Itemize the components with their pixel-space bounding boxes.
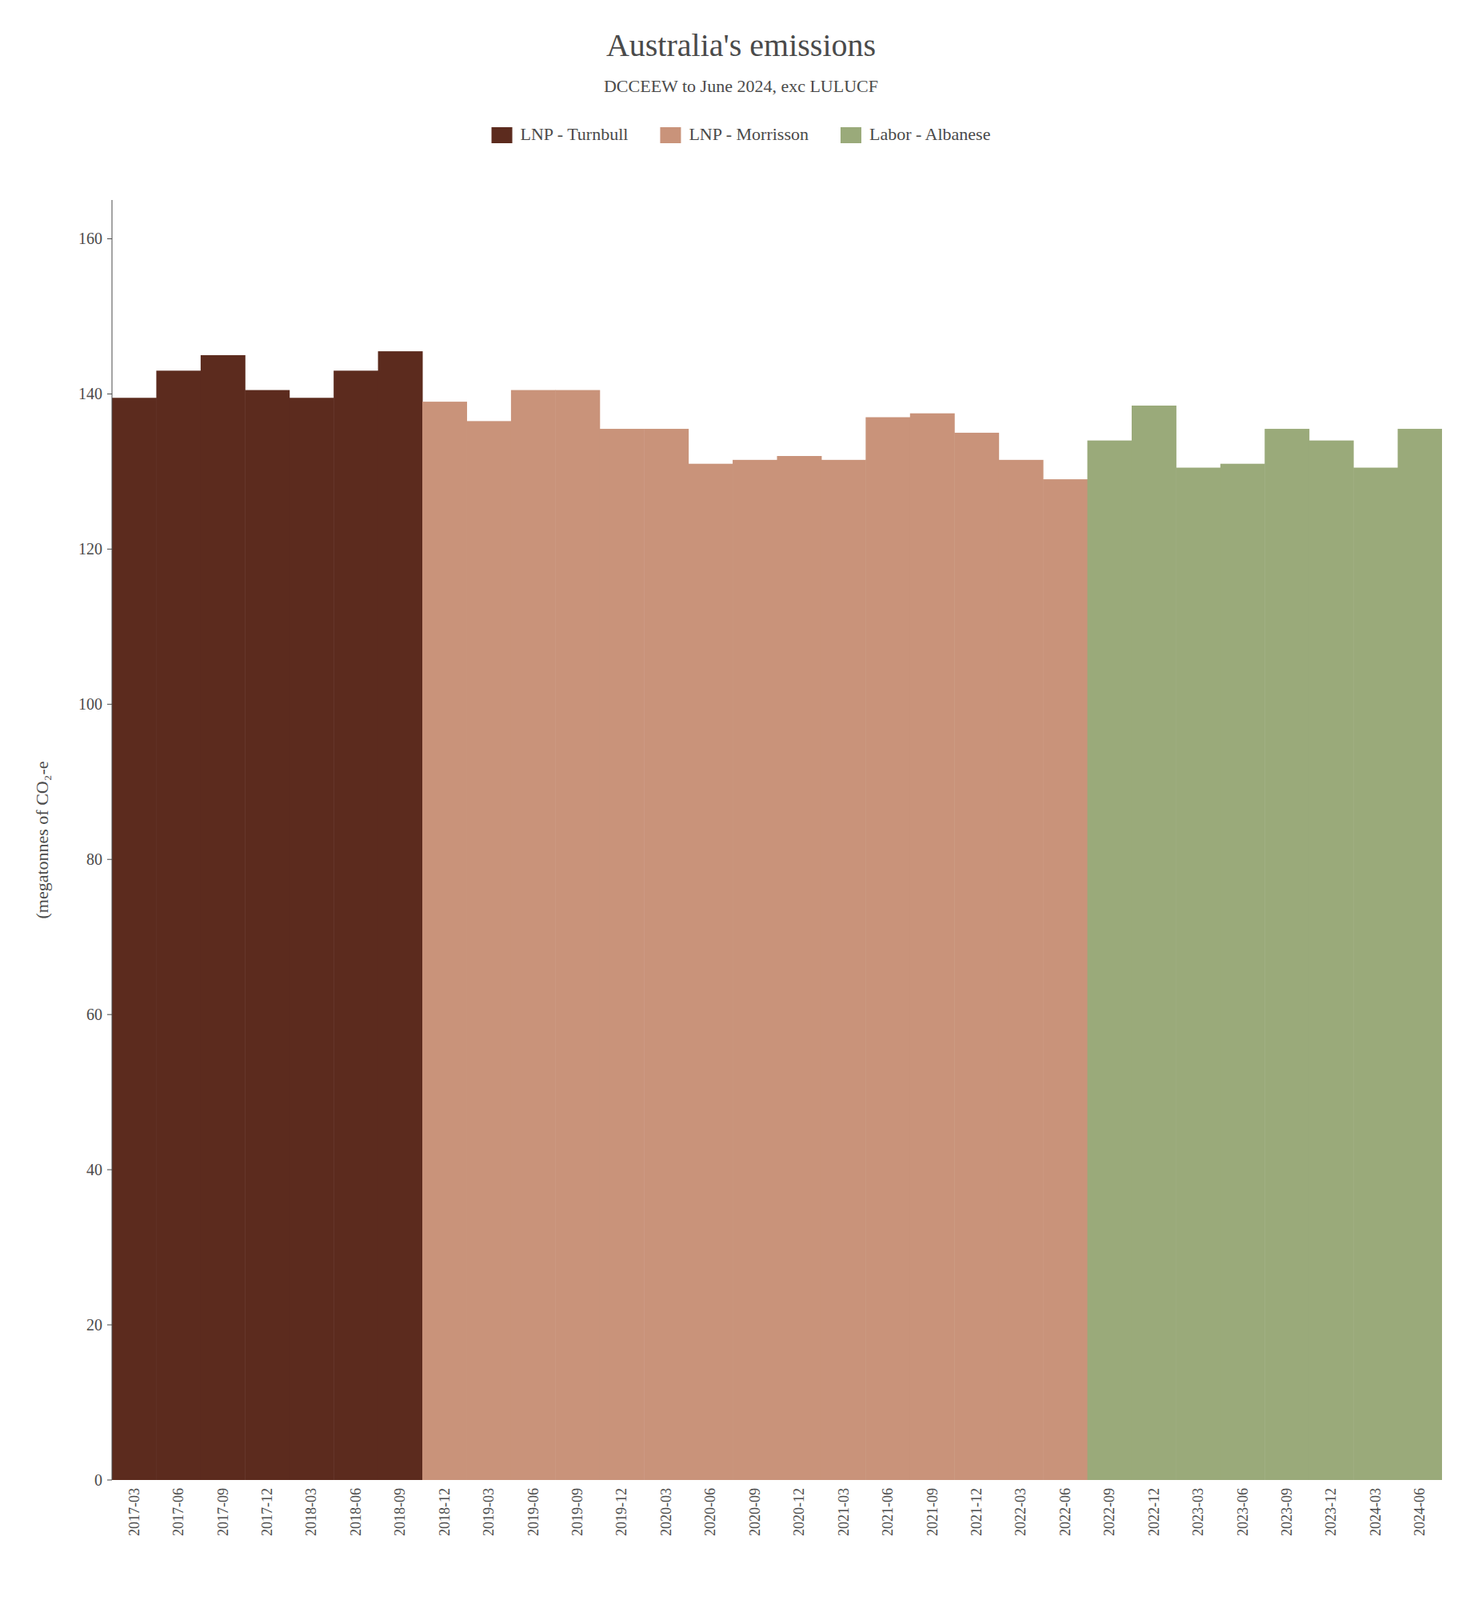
x-tick-label: 2017-12 — [259, 1487, 276, 1536]
x-tick-label: 2019-06 — [525, 1487, 542, 1536]
y-tick — [107, 1169, 112, 1171]
bar — [954, 432, 999, 1480]
x-tick-label: 2023-09 — [1278, 1487, 1295, 1536]
x-tick-label: 2021-09 — [924, 1487, 941, 1536]
bar — [821, 459, 867, 1480]
legend-label: Labor - Albanese — [869, 123, 991, 144]
bar — [333, 370, 379, 1480]
y-axis-label: (megatonnes of CO₂-e — [31, 760, 52, 919]
x-tick-label: 2022-09 — [1101, 1487, 1118, 1536]
bar — [1309, 440, 1355, 1480]
chart: Australia's emissions DCCEEW to June 2024… — [0, 0, 1482, 1600]
bar — [732, 459, 778, 1480]
bar — [200, 355, 246, 1480]
y-tick — [107, 1479, 112, 1481]
bar — [555, 390, 600, 1480]
legend-swatch — [491, 127, 513, 144]
y-tick-label: 160 — [78, 229, 103, 248]
bar — [466, 420, 512, 1480]
x-tick-label: 2021-06 — [879, 1487, 896, 1536]
x-tick-label: 2020-06 — [702, 1487, 719, 1536]
y-tick — [107, 703, 112, 705]
x-tick-label: 2022-03 — [1012, 1487, 1029, 1536]
x-tick-label: 2018-06 — [347, 1487, 364, 1536]
bar — [998, 459, 1044, 1480]
legend-swatch — [840, 127, 862, 144]
y-tick — [107, 548, 112, 550]
y-tick-label: 0 — [94, 1470, 103, 1489]
x-tick-label: 2017-06 — [170, 1487, 187, 1536]
x-tick-label: 2023-12 — [1322, 1487, 1339, 1536]
bar — [688, 463, 734, 1480]
x-tick-label: 2017-09 — [215, 1487, 232, 1536]
x-tick-label: 2017-03 — [126, 1487, 143, 1536]
legend-label: LNP - Turnbull — [520, 123, 629, 144]
legend-label: LNP - Morrisson — [688, 123, 809, 144]
bar — [1353, 467, 1399, 1480]
x-tick-label: 2021-12 — [968, 1487, 985, 1536]
x-tick-label: 2020-09 — [746, 1487, 763, 1536]
bar — [1175, 467, 1221, 1480]
bars — [111, 351, 1443, 1480]
y-tick-label: 100 — [78, 695, 103, 713]
x-tick-label: 2024-06 — [1411, 1487, 1428, 1536]
x-tick-label: 2023-06 — [1234, 1487, 1251, 1536]
y-tick-label: 140 — [78, 384, 103, 403]
y-tick — [107, 238, 112, 240]
bar — [1131, 405, 1177, 1480]
bar — [1087, 440, 1133, 1480]
x-tick-label: 2018-03 — [303, 1487, 320, 1536]
bar — [1264, 428, 1310, 1480]
subtitle: DCCEEW to June 2024, exc LULUCF — [603, 75, 879, 96]
bar — [378, 351, 424, 1480]
bar — [155, 370, 201, 1480]
bar — [111, 397, 157, 1480]
x-tick-label: 2023-03 — [1190, 1487, 1207, 1536]
x-tick-label: 2018-12 — [436, 1487, 453, 1536]
bar — [777, 455, 823, 1480]
bar — [244, 390, 290, 1480]
bar — [599, 428, 645, 1480]
x-tick-label: 2022-12 — [1146, 1487, 1163, 1536]
legend: LNP - Turnbull LNP - Morrisson Labor - Alb… — [491, 123, 991, 144]
y-tick-label: 20 — [86, 1315, 103, 1334]
y-tick-label: 80 — [86, 850, 103, 868]
y-axis-line — [111, 199, 113, 1480]
y-tick-label: 40 — [86, 1160, 103, 1179]
y-tick — [107, 1324, 112, 1326]
x-tick-label: 2019-03 — [480, 1487, 497, 1536]
x-tick-label: 2022-06 — [1057, 1487, 1074, 1536]
x-axis: 2017-03 2017-06 2017-09 2017-12 2018-03 2018-… — [126, 1487, 1429, 1536]
x-tick-label: 2020-03 — [658, 1487, 675, 1536]
y-tick — [107, 393, 112, 395]
y-axis: 0 20 40 60 80 100 120 140 160 — [78, 229, 112, 1489]
x-tick-label: 2020-12 — [790, 1487, 807, 1536]
x-tick-label: 2019-09 — [569, 1487, 586, 1536]
bar — [865, 417, 911, 1480]
legend-swatch — [659, 127, 681, 144]
x-tick-label: 2021-03 — [835, 1487, 852, 1536]
legend-item: LNP - Turnbull — [491, 123, 629, 144]
bar — [422, 401, 468, 1480]
bar — [289, 397, 335, 1480]
bar — [643, 428, 689, 1480]
y-tick — [107, 1014, 112, 1015]
bar — [910, 413, 955, 1480]
title: Australia's emissions — [606, 27, 876, 64]
bar — [1042, 479, 1088, 1480]
x-tick-label: 2024-03 — [1367, 1487, 1384, 1536]
background — [0, 0, 1482, 1600]
legend-item: Labor - Albanese — [840, 123, 991, 144]
y-tick-label: 120 — [78, 539, 103, 558]
y-tick — [107, 858, 112, 860]
bar — [1220, 463, 1266, 1480]
y-tick-label: 60 — [86, 1005, 103, 1023]
bar — [511, 390, 556, 1480]
legend-item: LNP - Morrisson — [659, 123, 809, 144]
bar — [1398, 428, 1443, 1480]
x-tick-label: 2018-09 — [391, 1487, 408, 1536]
x-tick-label: 2019-12 — [613, 1487, 630, 1536]
